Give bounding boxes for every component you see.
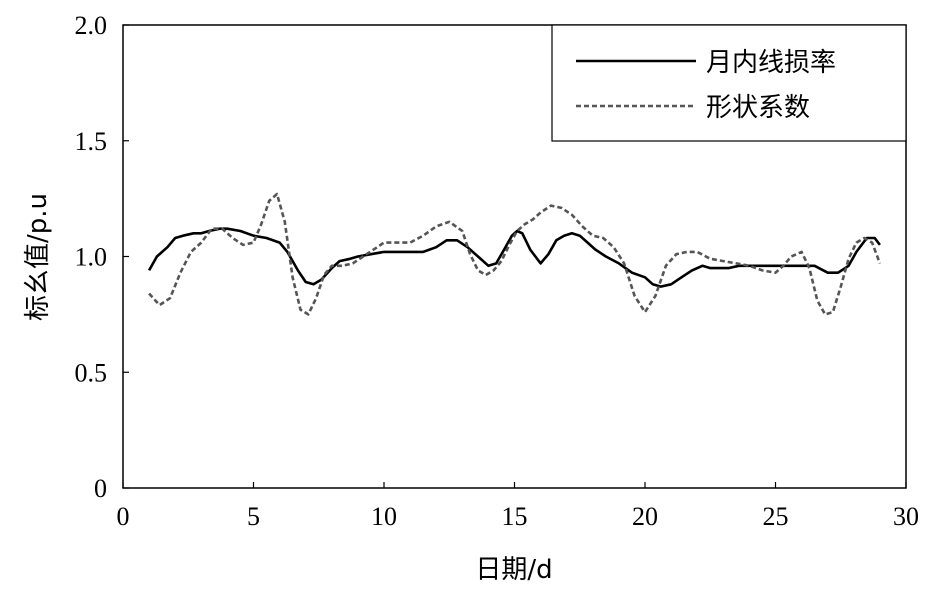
x-tick-label: 25 — [763, 502, 789, 531]
x-axis: 0 5 10 15 20 25 30 — [117, 482, 919, 531]
x-tick-label: 5 — [247, 502, 260, 531]
y-tick-label: 0.5 — [75, 358, 108, 387]
y-tick-label: 0 — [94, 474, 107, 503]
x-axis-title: 日期/d — [475, 555, 552, 585]
x-tick-label: 30 — [893, 502, 919, 531]
series-layer — [147, 192, 882, 316]
x-tick-label: 15 — [502, 502, 528, 531]
x-tick-label: 0 — [117, 502, 130, 531]
legend-label-shape-factor: 形状系数 — [706, 93, 810, 123]
y-axis-title: 标幺值/p.u — [23, 193, 53, 321]
y-tick-label: 1.0 — [75, 243, 108, 272]
x-tick-label: 20 — [632, 502, 658, 531]
legend: 月内线损率 形状系数 — [551, 24, 907, 142]
x-tick-label: 10 — [371, 502, 397, 531]
series-shape-factor-line — [148, 192, 882, 316]
legend-box — [551, 24, 907, 142]
y-tick-label: 1.5 — [75, 127, 108, 156]
legend-label-line-loss: 月内线损率 — [706, 48, 836, 78]
y-axis: 0 0.5 1.0 1.5 2.0 — [75, 11, 129, 503]
y-tick-label: 2.0 — [75, 11, 108, 40]
